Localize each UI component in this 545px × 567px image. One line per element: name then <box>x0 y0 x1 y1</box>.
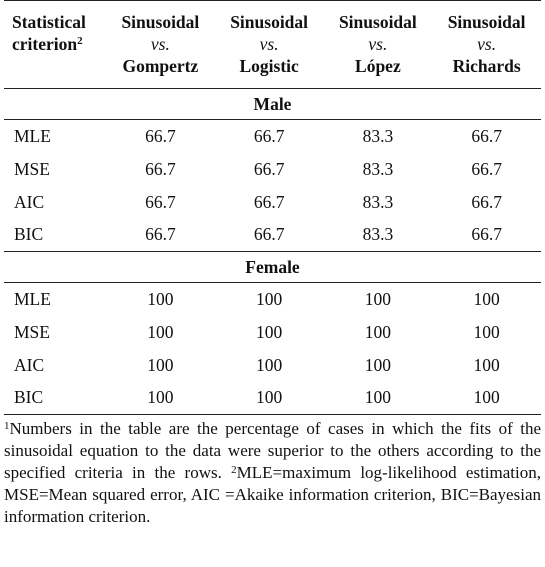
row-label: MSE <box>14 321 50 342</box>
table-row: MLE 100 100 100 100 <box>4 283 541 316</box>
cell: 100 <box>147 321 174 342</box>
cell: 83.3 <box>362 125 394 146</box>
section-title: Female <box>4 251 541 283</box>
cell: 100 <box>473 288 500 309</box>
table-row: MLE 66.7 66.7 83.3 66.7 <box>4 120 541 153</box>
page: Statistical criterion2 Sinusoidal vs. Gomper… <box>4 0 541 528</box>
footnote-mark: 1 <box>4 420 10 432</box>
header-cell: Sinusoidal vs. López <box>323 0 433 89</box>
cell: 83.3 <box>362 191 394 212</box>
footnote-mark: 2 <box>231 464 237 476</box>
table-row: MSE 66.7 66.7 83.3 66.7 <box>4 153 541 186</box>
row-label: BIC <box>14 387 44 408</box>
cell: 83.3 <box>362 158 394 179</box>
cell: 100 <box>147 288 174 309</box>
header-text: Sinusoidal <box>121 12 200 32</box>
header-text: Sinusoidal <box>230 12 309 32</box>
header-text: Sinusoidal <box>447 12 526 32</box>
header-text: Logistic <box>239 56 299 76</box>
cell: 100 <box>473 387 500 408</box>
cell: 100 <box>473 321 500 342</box>
row-label: BIC <box>14 224 44 245</box>
cell: 66.7 <box>471 125 502 146</box>
cell: 66.7 <box>253 125 285 146</box>
cell: 66.7 <box>253 191 285 212</box>
header-text: vs. <box>368 34 388 54</box>
cell: 100 <box>473 354 500 375</box>
footnote-text: Numbers in the table are the percentage … <box>4 419 541 482</box>
section-row: Male <box>4 88 541 120</box>
row-label: AIC <box>14 354 45 375</box>
row-label: MLE <box>14 125 51 146</box>
superscript: 2 <box>77 35 83 47</box>
section-row: Female <box>4 251 541 283</box>
header-text: vs. <box>150 34 170 54</box>
header-text: vs. <box>477 34 497 54</box>
row-label: MSE <box>14 158 50 179</box>
cell: 100 <box>147 354 174 375</box>
table-row: AIC 100 100 100 100 <box>4 349 541 382</box>
cell: 100 <box>147 387 174 408</box>
cell: 66.7 <box>253 158 285 179</box>
row-label: AIC <box>14 191 45 212</box>
header-cell: Sinusoidal vs. Logistic <box>214 0 324 89</box>
cell: 100 <box>256 321 283 342</box>
cell: 66.7 <box>471 158 502 179</box>
cell: 100 <box>256 387 283 408</box>
footnote-text: MLE=maximum log-likelihood estimation, M… <box>4 463 541 526</box>
cell: 100 <box>364 288 391 309</box>
cell: 66.7 <box>145 158 176 179</box>
cell: 66.7 <box>471 224 502 245</box>
cell: 66.7 <box>471 191 502 212</box>
table: Statistical criterion2 Sinusoidal vs. Gomper… <box>4 0 541 415</box>
cell: 100 <box>256 288 283 309</box>
table-row: MSE 100 100 100 100 <box>4 316 541 349</box>
header-text: López <box>355 56 401 76</box>
table-row: AIC 66.7 66.7 83.3 66.7 <box>4 186 541 219</box>
table-row: BIC 100 100 100 100 <box>4 382 541 415</box>
cell: 100 <box>256 354 283 375</box>
cell: 83.3 <box>362 224 394 245</box>
cell: 66.7 <box>145 125 176 146</box>
header-text: vs. <box>259 34 279 54</box>
cell: 66.7 <box>145 224 176 245</box>
table-row: BIC 66.7 66.7 83.3 66.7 <box>4 219 541 252</box>
header-cell: Sinusoidal vs. Gompertz <box>106 0 215 89</box>
header-row: Statistical criterion2 Sinusoidal vs. Gomper… <box>4 0 541 89</box>
header-text: Statistical <box>12 12 86 32</box>
header-text: Sinusoidal <box>338 12 417 32</box>
cell: 100 <box>364 387 391 408</box>
cell: 66.7 <box>253 224 285 245</box>
header-cell: Statistical criterion2 <box>4 0 106 89</box>
header-cell: Sinusoidal vs. Richards <box>432 0 541 89</box>
cell: 66.7 <box>145 191 176 212</box>
header-text: criterion <box>12 34 78 54</box>
row-label: MLE <box>14 288 51 309</box>
header-text: Richards <box>452 56 521 76</box>
section-title: Male <box>4 88 541 120</box>
cell: 100 <box>364 321 391 342</box>
cell: 100 <box>364 354 391 375</box>
footnote: 1Numbers in the table are the percentage… <box>4 418 541 528</box>
header-text: Gompertz <box>122 56 199 76</box>
